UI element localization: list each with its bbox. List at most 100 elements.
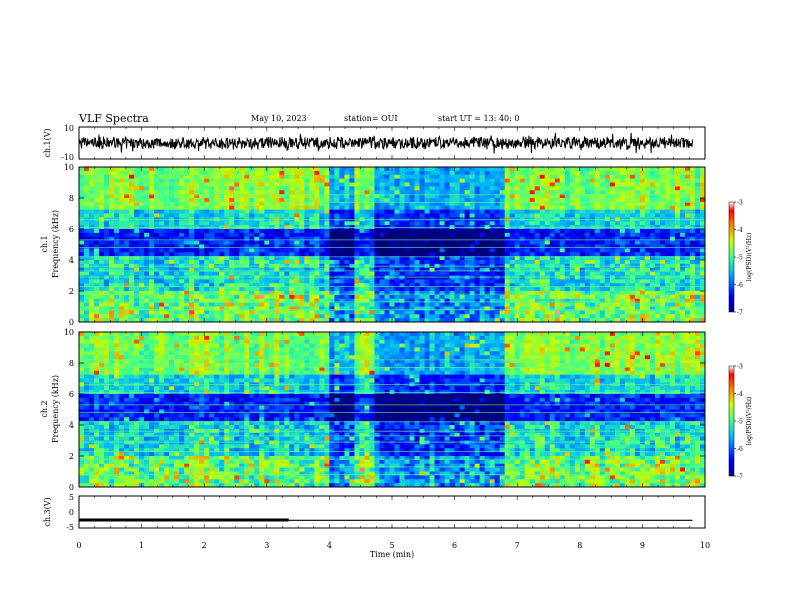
spectrogram-cell [454, 190, 461, 195]
spectrogram-cell [529, 260, 536, 265]
spectrogram-cell [464, 256, 471, 261]
spectrogram-cell [294, 256, 300, 261]
spectrogram-cell [274, 174, 280, 180]
spectrogram-cell [274, 283, 280, 288]
spectrogram-cell [159, 186, 165, 191]
spectrogram-cell [564, 232, 571, 238]
spectrogram-cell [174, 310, 180, 315]
spectrogram-cell [164, 198, 170, 203]
spectrogram-cell [379, 240, 385, 245]
spectrogram-cell [414, 271, 420, 276]
spectrogram-cell [114, 198, 120, 203]
spectrogram-cell [634, 291, 641, 296]
spectrogram-cell [109, 256, 115, 261]
spectrogram-cell [569, 260, 576, 265]
spectrogram-cell [684, 314, 691, 319]
spectrogram-cell [354, 190, 360, 195]
spectrogram-cell [119, 260, 125, 265]
spectrogram-cell [79, 236, 85, 242]
spectrogram-cell [259, 190, 265, 195]
spectrogram-cell [169, 178, 175, 183]
spectrogram-cell [559, 182, 566, 187]
spectrogram-cell [119, 178, 125, 183]
spectrogram-cell [84, 283, 90, 288]
spectrogram-cell [564, 213, 571, 218]
spectrogram-cell [199, 267, 205, 273]
spectrogram-cell [259, 267, 265, 273]
spectrogram-cell [244, 294, 250, 300]
spectrogram-cell [364, 190, 370, 195]
spectrogram-cell [699, 205, 706, 211]
spectrogram-cell [614, 302, 621, 307]
spectrogram-cell [594, 174, 601, 180]
spectrogram-cell [229, 302, 235, 307]
spectrogram-cell [84, 271, 90, 276]
spectrogram-cell [639, 314, 646, 319]
spectrogram-cell [109, 201, 115, 207]
spectrogram-cell [229, 287, 235, 292]
spectrogram-cell [159, 170, 165, 176]
spectrogram-cell [479, 318, 486, 323]
spectrogram-cell [544, 182, 551, 187]
spectrogram-cell [334, 232, 340, 238]
spectrogram-cell [344, 279, 350, 284]
spectrogram-cell [149, 244, 155, 249]
spectrogram-cell [474, 291, 481, 296]
spectrogram-cell [384, 318, 390, 323]
spectrogram-cell [524, 194, 531, 199]
spectrogram-cell [174, 294, 180, 300]
spectrogram-cell [319, 271, 325, 276]
spectrogram-cell [649, 205, 656, 211]
spectrogram-cell [364, 186, 370, 191]
spectrogram-cell [129, 209, 135, 214]
spectrogram-cell [544, 252, 551, 257]
spectrogram-cell [334, 236, 340, 242]
spectrogram-cell [329, 306, 335, 311]
spectrogram-cell [424, 178, 430, 183]
spectrogram-cell [654, 248, 661, 253]
spectrogram-cell [479, 201, 486, 207]
spectrogram-cell [699, 170, 706, 176]
spectrogram-cell [424, 229, 430, 234]
spectrogram-cell [309, 260, 315, 265]
spectrogram-cell [189, 287, 195, 292]
spectrogram-cell [299, 221, 305, 226]
spectrogram-cell [469, 232, 476, 238]
spectrogram-cell [559, 232, 566, 238]
spectrogram-cell [359, 318, 365, 323]
spectrogram-cell [164, 229, 170, 234]
spectrogram-cell [264, 194, 270, 199]
spectrogram-cell [354, 201, 360, 207]
spectrogram-cell [244, 267, 250, 273]
spectrogram-cell [319, 294, 325, 300]
spectrogram-cell [224, 190, 230, 195]
spectrogram-cell [614, 205, 621, 211]
spectrogram-cell [494, 232, 501, 238]
spectrogram-cell [239, 240, 245, 245]
spectrogram-cell [404, 248, 410, 253]
spectrogram-cell [114, 318, 120, 323]
spectrogram-cell [689, 310, 696, 315]
spectrogram-cell [344, 294, 350, 300]
spectrogram-cell [599, 294, 606, 300]
spectrogram-cell [659, 252, 666, 257]
spectrogram-cell [579, 205, 586, 211]
spectrogram-cell [99, 294, 105, 300]
spectrogram-cell [254, 190, 260, 195]
spectrogram-cell [484, 190, 491, 195]
spectrogram-cell [429, 198, 435, 203]
spectrogram-cell [594, 178, 601, 183]
spectrogram-cell [644, 271, 651, 276]
spectrogram-cell [504, 170, 511, 176]
spectrogram-cell [449, 229, 455, 234]
spectrogram-cell [164, 260, 170, 265]
spectrogram-cell [629, 240, 636, 245]
spectrogram-cell [109, 318, 115, 323]
spectrogram-cell [614, 314, 621, 319]
spectrogram-cell [269, 244, 275, 249]
spectrogram-cell [104, 314, 110, 319]
spectrogram-cell [434, 170, 440, 176]
spectrogram-cell [164, 205, 170, 211]
spectrogram-cell [449, 314, 455, 319]
spectrogram-cell [689, 178, 696, 183]
